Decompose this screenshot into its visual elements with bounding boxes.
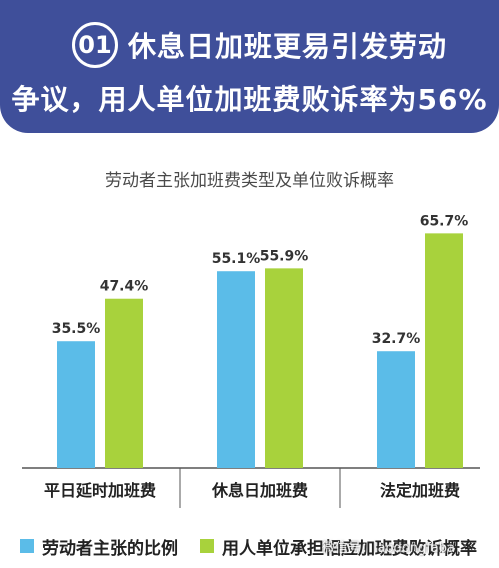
data-label: 55.9%	[260, 248, 309, 264]
chart-title: 劳动者主张加班费类型及单位败诉概率	[105, 171, 394, 191]
legend-swatch-green	[200, 539, 214, 553]
legend-swatch-blue	[20, 539, 34, 553]
header-title-line-2: 争议，用人单位加班费败诉率为56%	[11, 83, 488, 116]
data-label: 47.4%	[100, 279, 149, 295]
bar-claim-ratio	[377, 351, 415, 468]
data-label: 32.7%	[372, 331, 421, 347]
data-label: 55.1%	[212, 251, 261, 267]
bar-chart: 35.5% 47.4% 平日延时加班费 55.1% 55.9% 休息日加班费 32.7% 65…	[22, 213, 480, 508]
category-label: 休息日加班费	[211, 481, 308, 500]
watermark: 微信号：laodongfaba	[322, 541, 455, 556]
header-banner: 01 休息日加班更易引发劳动 争议，用人单位加班费败诉率为56%	[0, 0, 499, 133]
legend-label-loss-rate: 用人单位承担相应加班费败诉概率	[222, 538, 477, 559]
header-title-line-1: 休息日加班更易引发劳动	[128, 30, 448, 63]
data-label: 65.7%	[420, 213, 469, 229]
legend-item-claim-ratio: 劳动者主张的比例	[20, 534, 178, 559]
bar-loss-rate	[265, 268, 303, 468]
legend-item-loss-rate: 用人单位承担相应加班费败诉概率	[200, 534, 477, 559]
bar-loss-rate	[425, 233, 463, 468]
header-line-1: 01 休息日加班更易引发劳动	[72, 22, 447, 68]
bar-loss-rate	[105, 298, 143, 468]
bar-claim-ratio	[57, 341, 95, 468]
bar-claim-ratio	[217, 271, 255, 468]
category-label: 平日延时加班费	[44, 481, 156, 500]
legend-label-claim-ratio: 劳动者主张的比例	[42, 538, 178, 559]
chart-legend: 劳动者主张的比例 用人单位承担相应加班费败诉概率	[20, 532, 499, 560]
data-label: 35.5%	[52, 321, 101, 337]
category-label: 法定加班费	[380, 481, 460, 500]
number-badge: 01	[72, 22, 118, 68]
